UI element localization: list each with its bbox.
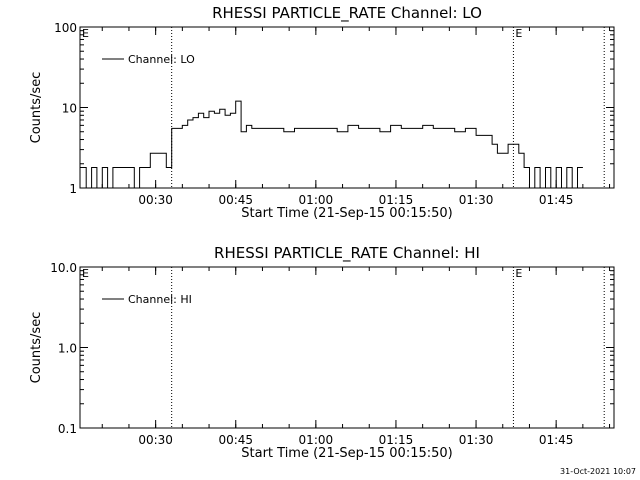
x-tick-label: 01:15 [379, 193, 414, 207]
x-axis-label: Start Time (21-Sep-15 00:15:50) [241, 446, 452, 461]
y-axis-label: Counts/sec [29, 312, 44, 384]
chart-title: RHESSI PARTICLE_RATE Channel: LO [212, 4, 482, 23]
legend-label: Channel: LO [128, 53, 195, 66]
y-tick-label: 10 [62, 102, 77, 116]
x-tick-label: 01:45 [539, 193, 574, 207]
plot-frame [79, 266, 615, 429]
y-tick-label: 100 [54, 21, 77, 35]
x-tick-label: 01:00 [299, 433, 334, 447]
corner-label: E [82, 27, 89, 40]
chart-title: RHESSI PARTICLE_RATE Channel: HI [214, 244, 480, 263]
footer-timestamp: 31-Oct-2021 10:07 [560, 467, 636, 476]
plot-frame [79, 26, 615, 189]
legend-label: Channel: HI [128, 293, 192, 306]
x-tick-label: 00:45 [218, 193, 253, 207]
x-tick-label: 01:45 [539, 433, 574, 447]
x-tick-label: 00:30 [138, 193, 173, 207]
y-tick-label: 1.0 [58, 342, 77, 356]
x-tick-label: 00:45 [218, 433, 253, 447]
x-tick-label: 01:30 [459, 433, 494, 447]
x-tick-label: 01:15 [379, 433, 414, 447]
x-tick-label: 01:00 [299, 193, 334, 207]
series-line [80, 100, 583, 188]
y-axis-label: Counts/sec [29, 72, 44, 144]
y-tick-label: 1 [69, 182, 77, 196]
chart-panel-hi: RHESSI PARTICLE_RATE Channel: HI 0.1 1.0 10… [29, 244, 615, 461]
event-marker-label: E [515, 27, 522, 40]
x-axis-label: Start Time (21-Sep-15 00:15:50) [241, 206, 452, 221]
chart-panel-lo: RHESSI PARTICLE_RATE Channel: LO 1 10 100 00… [29, 4, 615, 221]
corner-label: E [82, 267, 89, 280]
event-marker-label: E [515, 267, 522, 280]
y-tick-label: 0.1 [58, 422, 77, 436]
y-tick-label: 10.0 [50, 261, 77, 275]
x-tick-label: 00:30 [138, 433, 173, 447]
x-tick-label: 01:30 [459, 193, 494, 207]
